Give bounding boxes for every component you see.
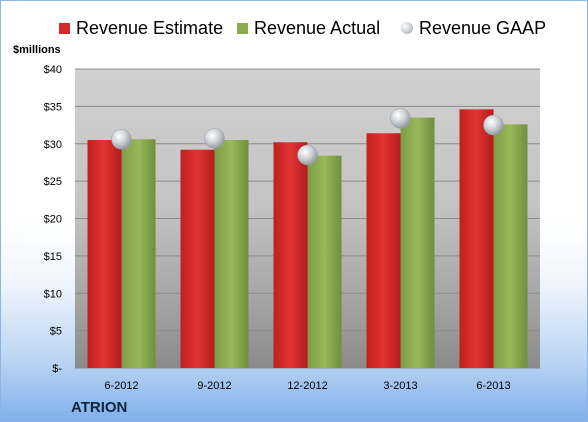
- y-tick-label: $5: [50, 326, 62, 338]
- bar-revenue-actual: [214, 140, 249, 368]
- bar-revenue-estimate: [87, 140, 122, 368]
- x-tick-label: 12-2012: [287, 380, 327, 392]
- bar-revenue-estimate: [180, 149, 215, 368]
- marker-revenue-gaap: [297, 144, 318, 166]
- bars: [87, 109, 528, 369]
- y-tick-label: $30: [44, 139, 62, 151]
- legend: Revenue Estimate Revenue Actual Revenue …: [1, 15, 587, 41]
- legend-label-gaap: Revenue GAAP: [419, 17, 547, 38]
- x-tick-label: 6-2012: [104, 380, 138, 392]
- bar-revenue-actual: [400, 117, 435, 369]
- bar-revenue-estimate: [459, 109, 494, 369]
- x-tick-label: 6-2013: [476, 380, 510, 392]
- marker-revenue-gaap: [111, 129, 132, 150]
- legend-item-gaap: Revenue GAAP: [401, 15, 546, 41]
- y-axis-unit-label: $millions: [13, 44, 61, 56]
- y-tick-label: $25: [44, 176, 62, 188]
- y-tick-label: $-: [52, 363, 62, 375]
- x-tick-label: 9-2012: [197, 380, 231, 392]
- x-tick-label: 3-2013: [383, 380, 417, 392]
- bar-revenue-actual: [121, 139, 156, 368]
- legend-label-estimate: Revenue Estimate: [76, 17, 224, 38]
- bar-revenue-estimate: [273, 142, 308, 368]
- y-tick-label: $40: [44, 64, 62, 76]
- legend-swatch-estimate: [59, 22, 70, 34]
- gaap-markers: [111, 108, 504, 166]
- legend-item-estimate: Revenue Estimate: [59, 15, 223, 41]
- legend-item-actual: Revenue Actual: [237, 15, 380, 41]
- marker-revenue-gaap: [204, 128, 225, 149]
- legend-marker-gaap: [401, 22, 413, 34]
- y-tick-label: $20: [44, 214, 62, 226]
- marker-revenue-gaap: [483, 114, 504, 136]
- y-axis-ticks: $- $5 $10 $15 $20 $25 $30 $35 $40: [44, 64, 63, 375]
- bar-revenue-actual: [307, 155, 342, 368]
- company-name: ATRION: [71, 399, 128, 416]
- bar-revenue-actual: [493, 124, 528, 368]
- bar-revenue-estimate: [366, 133, 401, 368]
- legend-label-actual: Revenue Actual: [254, 17, 381, 38]
- y-tick-label: $35: [44, 101, 62, 113]
- marker-revenue-gaap: [390, 108, 411, 129]
- y-tick-label: $10: [44, 288, 62, 300]
- y-tick-label: $15: [44, 251, 62, 263]
- x-axis-ticks: 6-2012 9-2012 12-2012 3-2013 6-2013: [104, 380, 510, 392]
- legend-swatch-actual: [237, 22, 248, 34]
